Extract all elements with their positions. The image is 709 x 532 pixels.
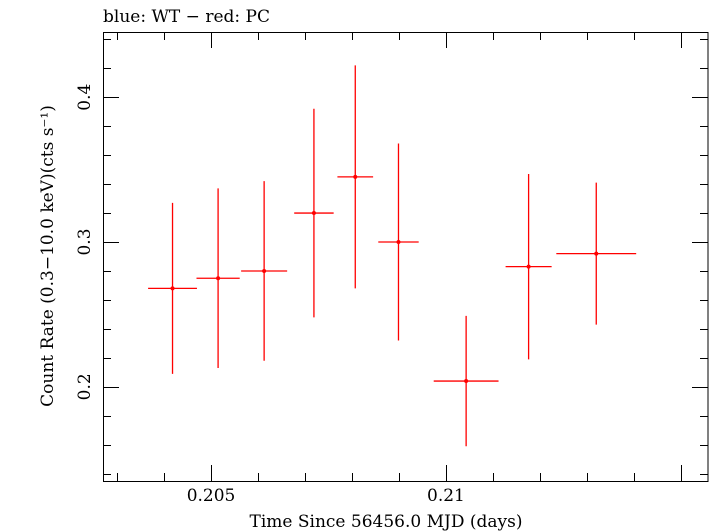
x-tick-label: 0.21 — [427, 486, 465, 506]
point-marker — [216, 276, 221, 281]
x-tick-label: 0.205 — [187, 486, 236, 506]
point-marker — [464, 379, 469, 384]
point-marker — [396, 240, 401, 245]
data-points — [148, 65, 637, 447]
data-point — [294, 108, 334, 318]
data-point — [378, 143, 419, 341]
data-point — [337, 65, 374, 289]
y-tick-label: 0.3 — [75, 228, 95, 255]
point-marker — [262, 268, 267, 273]
point-marker — [594, 251, 599, 256]
axis-ticks — [103, 32, 708, 481]
point-marker — [311, 211, 316, 216]
point-marker — [526, 264, 531, 269]
chart-title: blue: WT − red: PC — [103, 7, 270, 27]
plot-border — [103, 32, 709, 482]
point-marker — [170, 286, 175, 291]
data-point — [241, 181, 288, 361]
data-point — [148, 202, 197, 374]
y-tick-label: 0.2 — [75, 373, 95, 400]
y-axis-label: Count Rate (0.3−10.0 keV)(cts s⁻¹) — [38, 105, 58, 407]
x-axis-label: Time Since 56456.0 MJD (days) — [250, 512, 523, 532]
data-point — [505, 173, 552, 360]
y-tick-label: 0.4 — [75, 84, 95, 111]
data-point — [196, 188, 240, 369]
data-point — [433, 315, 499, 447]
plot-frame — [103, 32, 709, 482]
point-marker — [353, 174, 358, 179]
axis-tick-labels: 0.205 0.21 0.2 0.3 0.4 — [75, 84, 465, 506]
data-point — [556, 182, 637, 325]
